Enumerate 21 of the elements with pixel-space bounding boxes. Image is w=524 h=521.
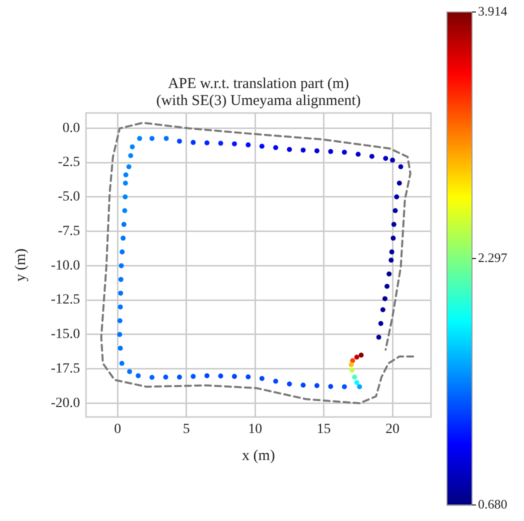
y-tick-label: -10.0 bbox=[50, 258, 80, 274]
y-tick-label: -12.5 bbox=[50, 292, 80, 308]
x-tick-label: 0 bbox=[114, 422, 122, 438]
y-tick-label: -20.0 bbox=[50, 396, 80, 411]
color-bar-label: 2.297 bbox=[478, 250, 508, 265]
color-bar-label: 3.914 bbox=[478, 3, 508, 18]
line-series bbox=[100, 122, 414, 404]
color-bar-label: 0.680 bbox=[478, 496, 508, 512]
chart-title: APE w.r.t. translation part (m) (with SE(3) Umeyama alignment) bbox=[156, 76, 361, 109]
y-tick-label: -15.0 bbox=[50, 327, 80, 342]
x-tick-label: 15 bbox=[316, 422, 331, 438]
y-tick-label: -17.5 bbox=[50, 362, 80, 377]
x-axis-title: x (m) bbox=[242, 448, 275, 464]
x-tick-label: 5 bbox=[182, 422, 190, 438]
y-tick-label: -5.0 bbox=[58, 190, 80, 205]
x-tick-label: 20 bbox=[386, 422, 400, 438]
y-axis-title: y (m) bbox=[12, 248, 29, 282]
y-tick-label: 0.0 bbox=[62, 120, 80, 136]
y-tick-label: -2.5 bbox=[58, 155, 80, 170]
y-tick-label: -7.5 bbox=[58, 224, 80, 239]
x-tick-label: 10 bbox=[248, 422, 262, 438]
